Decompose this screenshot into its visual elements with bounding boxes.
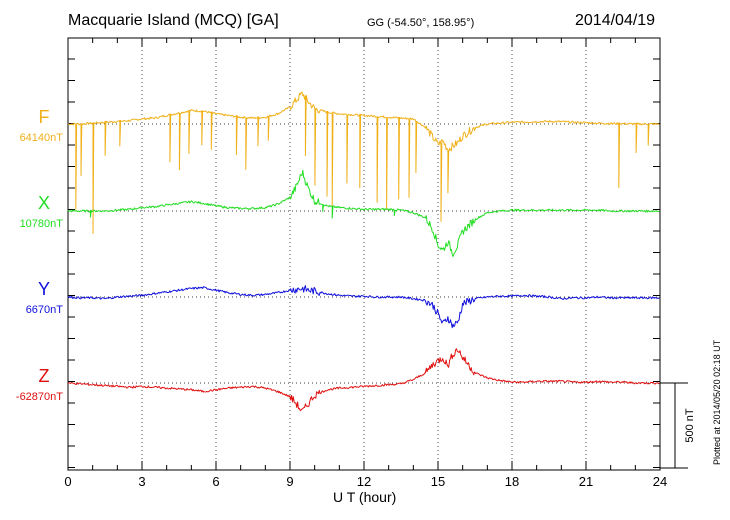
baseline-value-y: 6670nT	[26, 304, 64, 316]
x-tick-label: 9	[286, 474, 293, 489]
chart-date: 2014/04/19	[575, 12, 656, 29]
x-tick-label: 24	[653, 474, 667, 489]
x-axis-label: U T (hour)	[333, 489, 397, 505]
component-label-z: Z	[39, 366, 50, 386]
baseline-value-f: 64140nT	[20, 132, 64, 144]
series-line-x	[67, 169, 660, 257]
x-tick-label: 18	[505, 474, 519, 489]
x-tick-label: 21	[579, 474, 593, 489]
chart-title: Macquarie Island (MCQ) [GA]	[68, 12, 279, 29]
baseline-value-z: -62870nT	[16, 391, 63, 403]
x-tick-label: 3	[138, 474, 145, 489]
component-label-y: Y	[38, 279, 50, 299]
x-tick-label: 6	[212, 474, 219, 489]
x-tick-label: 12	[357, 474, 371, 489]
series-line-z	[67, 348, 660, 412]
scale-bar-label: 500 nT	[684, 408, 696, 443]
component-label-x: X	[38, 193, 50, 213]
series-line-f	[67, 91, 660, 234]
component-label-f: F	[39, 107, 50, 127]
station-coordinates: GG (-54.50°, 158.95°)	[367, 17, 475, 29]
x-tick-label: 0	[64, 474, 71, 489]
series-line-y	[67, 285, 660, 329]
baseline-value-x: 10780nT	[20, 218, 64, 230]
x-tick-label: 15	[431, 474, 445, 489]
